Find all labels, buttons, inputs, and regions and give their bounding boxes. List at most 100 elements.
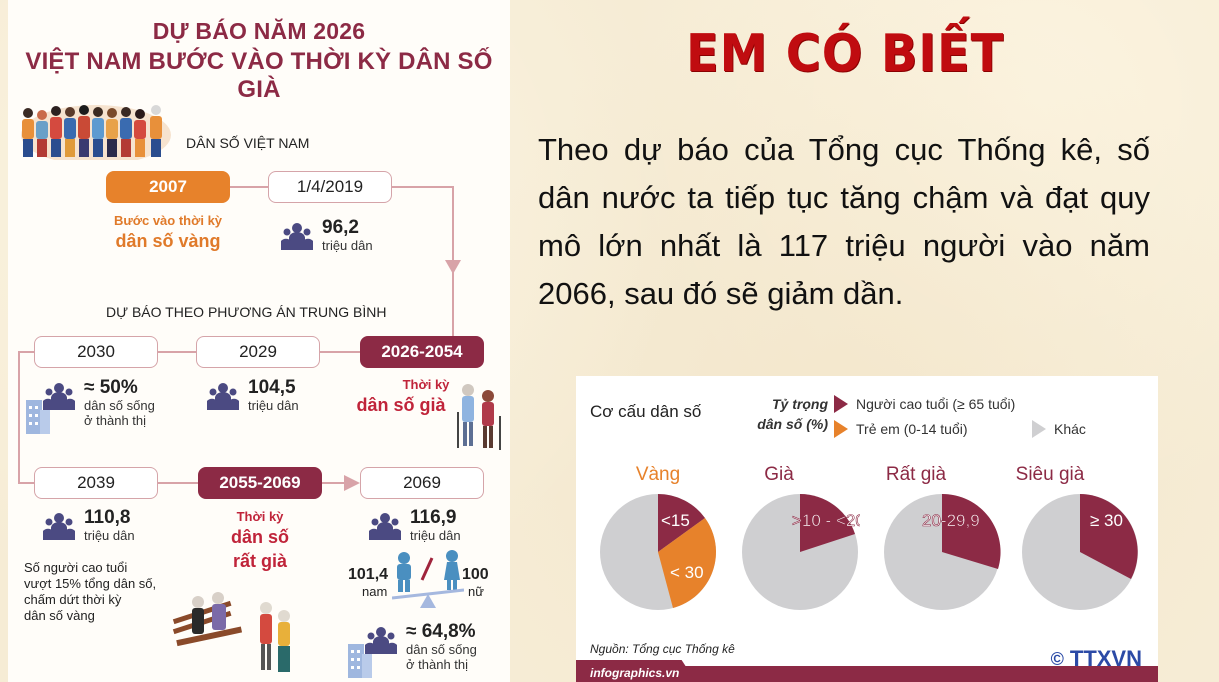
legend-label: Người cao tuổi (≥ 65 tuổi) [856, 396, 1016, 412]
year-2030-box: 2030 [34, 336, 158, 368]
slice-label: >10 - <20 [792, 511, 860, 530]
elderly-on-bench-icon [172, 592, 290, 672]
legend-item-other: Khác [1032, 420, 1086, 438]
fact-paragraph: Theo dự báo của Tổng cục Thống kê, số dâ… [538, 132, 1150, 311]
stat-unit: dân số sống [406, 642, 477, 657]
aging-caption-small: Thời kỳ [402, 377, 450, 392]
year-2069-box: 2069 [360, 467, 484, 499]
legend-item-children: Trẻ em (0-14 tuổi) [834, 420, 968, 438]
connector-line [320, 351, 360, 353]
people-group-icon [365, 627, 397, 654]
legend-title: Tỷ trọng dân số (%) [746, 394, 828, 434]
city-buildings-icon [26, 400, 50, 434]
stat-2039: 110,8 triệu dân [42, 508, 135, 543]
stat-unit: ở thành thị [84, 413, 147, 428]
stat-value: ≈ 50% [84, 377, 138, 398]
connector-line [156, 351, 196, 353]
stat-value: 110,8 [84, 507, 131, 528]
pie-title-super-old: Siêu già [1015, 464, 1085, 485]
source-note: Nguồn: Tổng cục Thống kê [590, 642, 735, 656]
population-label: DÂN SỐ VIỆT NAM [186, 135, 310, 151]
pie-golden: <15 < 30 [600, 494, 716, 610]
arrow-right-icon [344, 475, 360, 491]
chart-title: Cơ cấu dân số [590, 402, 702, 421]
infographic-title-line1: DỰ BÁO NĂM 2026 [152, 18, 366, 44]
people-group-icon [369, 513, 401, 540]
stat-2069: 116,9 triệu dân [368, 508, 461, 543]
stat-2069-urban: ≈ 64,8% dân số sống ở thành thị [364, 622, 477, 672]
note-line: Số người cao tuổi [24, 560, 128, 575]
infographic-title-line2: VIỆT NAM BƯỚC VÀO THỜI KỲ DÂN SỐ GIÀ [25, 48, 493, 103]
legend-title-line: Tỷ trọng [772, 396, 828, 412]
crowd-illustration-icon [21, 105, 171, 160]
very-old-caption-big-1: dân số [230, 527, 289, 547]
stat-2019: 96,2 triệu dân [280, 218, 373, 253]
stat-value: 116,9 [410, 507, 457, 528]
male-ratio-value: 101,4 [348, 566, 389, 583]
aging-caption-big: dân số già [356, 395, 446, 415]
slice-label: ≥ 30 [1090, 511, 1123, 530]
stat-unit: triệu dân [322, 238, 373, 253]
year-2007-box: 2007 [106, 171, 230, 203]
legend-item-elderly: Người cao tuổi (≥ 65 tuổi) [834, 395, 1015, 413]
stat-unit: ở thành thị [406, 657, 469, 672]
elderly-couple-icon [457, 384, 501, 450]
very-old-caption-big-2: rất già [232, 551, 288, 571]
footer-bar [576, 666, 1158, 682]
footer-site-link[interactable]: infographics.vn [590, 666, 680, 680]
slice-label: < 30 [670, 563, 704, 582]
year-2029-box: 2029 [196, 336, 320, 368]
stat-unit: triệu dân [248, 398, 299, 413]
year-2055-2069-box: 2055-2069 [198, 467, 322, 499]
year-2019-box: 1/4/2019 [268, 171, 392, 203]
connector-line [158, 482, 198, 484]
female-ratio-value: 100 [462, 566, 489, 583]
city-buildings-icon [348, 644, 372, 678]
people-group-icon [281, 223, 313, 250]
slice-label: <15 [661, 511, 690, 530]
golden-caption-big: dân số vàng [115, 231, 221, 251]
pie-aging: >10 - <20 [742, 494, 860, 610]
pie-title-golden: Vàng [635, 464, 681, 485]
stat-value: 96,2 [322, 217, 359, 238]
people-group-icon [43, 383, 75, 410]
stat-unit: triệu dân [410, 528, 461, 543]
people-group-icon [207, 383, 239, 410]
footer-tab [576, 660, 696, 682]
legend-triangle-icon [834, 420, 848, 438]
connector-line [230, 186, 268, 188]
arrow-down-icon [445, 260, 461, 274]
note-line: dân số vàng [24, 608, 95, 623]
male-label: nam [362, 584, 388, 599]
stat-value: 104,5 [248, 377, 296, 398]
population-structure-chart: Cơ cấu dân số Tỷ trọng dân số (%) Người c… [576, 376, 1158, 682]
golden-caption-small: Bước vào thời kỳ [113, 213, 223, 228]
pie-title-very-old: Rất già [885, 464, 947, 485]
year-2039-box: 2039 [34, 467, 158, 499]
copyright-icon: © [1050, 648, 1064, 669]
slice-label: 20-29,9 [922, 511, 980, 530]
legend-label: Trẻ em (0-14 tuổi) [856, 421, 968, 437]
stat-unit: dân số sống [84, 398, 155, 413]
legend-triangle-icon [1032, 420, 1046, 438]
stat-unit: triệu dân [84, 528, 135, 543]
population-infographic: DỰ BÁO NĂM 2026 VIỆT NAM BƯỚC VÀO THỜI K… [8, 0, 510, 682]
female-label: nữ [468, 584, 484, 599]
pie-very-old: 20-29,9 [884, 493, 1001, 610]
golden-end-note: Số người cao tuổi vượt 15% tổng dân số, … [24, 560, 156, 624]
did-you-know-heading: EM CÓ BIẾT [686, 24, 1005, 84]
people-group-icon [43, 513, 75, 540]
legend-title-line: dân số (%) [757, 416, 828, 432]
stat-2029: 104,5 triệu dân [206, 378, 299, 413]
pie-title-aging: Già [764, 464, 794, 485]
very-old-caption-small: Thời kỳ [236, 509, 284, 524]
legend-triangle-icon [834, 395, 848, 413]
gender-balance-scale-icon [392, 550, 464, 608]
connector-line [322, 482, 346, 484]
pie-super-old: ≥ 30 [1022, 494, 1138, 610]
forecast-label: DỰ BÁO THEO PHƯƠNG ÁN TRUNG BÌNH [106, 304, 387, 320]
stat-2030: ≈ 50% dân số sống ở thành thị [42, 378, 155, 428]
year-2026-2054-box: 2026-2054 [360, 336, 484, 368]
connector-line [392, 186, 452, 188]
legend-label: Khác [1054, 421, 1086, 437]
